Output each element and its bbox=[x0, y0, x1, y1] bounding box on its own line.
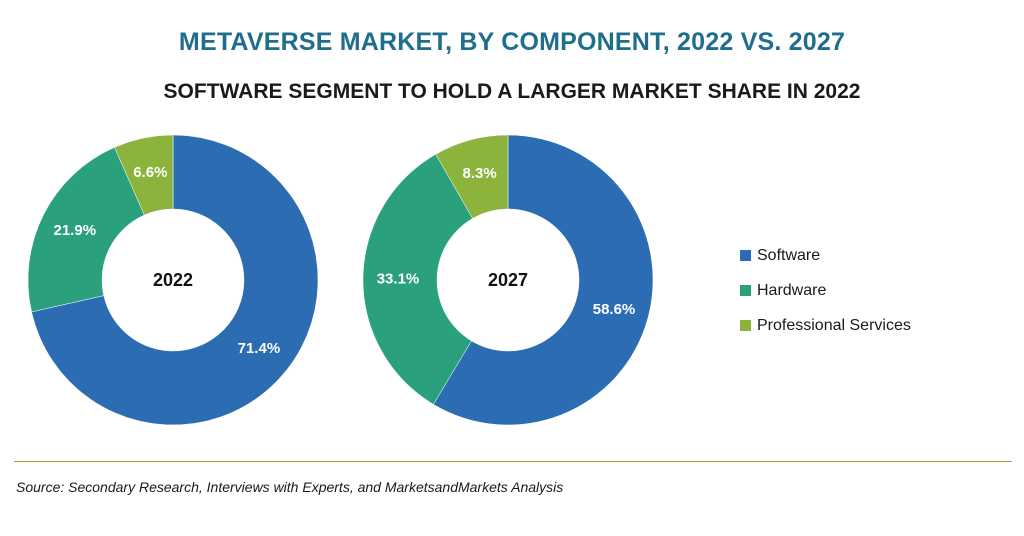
donut-2022-label-software: 71.4% bbox=[238, 340, 281, 357]
donut-2027-slice-professional-services bbox=[435, 134, 509, 219]
donut-2022-slice-professional-services bbox=[114, 134, 174, 216]
legend-label-software: Software bbox=[757, 246, 821, 264]
donut-2027-label-software: 58.6% bbox=[593, 301, 636, 318]
donut-center-label-2022: 2022 bbox=[153, 270, 193, 290]
chart-subtitle: SOFTWARE SEGMENT TO HOLD A LARGER MARKET… bbox=[163, 80, 861, 103]
donut-2022-slice-software bbox=[31, 134, 319, 426]
donut-2022-label-professional-services: 6.6% bbox=[133, 164, 167, 181]
donut-2027-label-hardware: 33.1% bbox=[377, 270, 420, 287]
donut-2022-label-hardware: 21.9% bbox=[54, 222, 97, 239]
legend-item-professional-services: Professional Services bbox=[740, 308, 911, 343]
source-note: Source: Secondary Research, Interviews w… bbox=[16, 479, 564, 495]
legend-label-professional-services: Professional Services bbox=[757, 316, 911, 334]
donut-2027-slice-software bbox=[433, 134, 654, 426]
legend-item-hardware: Hardware bbox=[740, 273, 911, 308]
source-divider bbox=[14, 461, 1012, 462]
donut-2022-slice-hardware bbox=[27, 146, 145, 313]
donut-2027-slice-hardware bbox=[362, 153, 473, 405]
donut-center-label-2027: 2027 bbox=[488, 270, 528, 290]
legend-swatch-software bbox=[740, 250, 751, 261]
legend-item-software: Software bbox=[740, 238, 911, 273]
legend-swatch-professional-services bbox=[740, 320, 751, 331]
chart-title: METAVERSE MARKET, BY COMPONENT, 2022 VS.… bbox=[178, 28, 846, 56]
legend-swatch-hardware bbox=[740, 285, 751, 296]
donut-2027-label-professional-services: 8.3% bbox=[463, 165, 497, 182]
legend: Software Hardware Professional Services bbox=[740, 238, 911, 343]
legend-label-hardware: Hardware bbox=[757, 281, 827, 299]
